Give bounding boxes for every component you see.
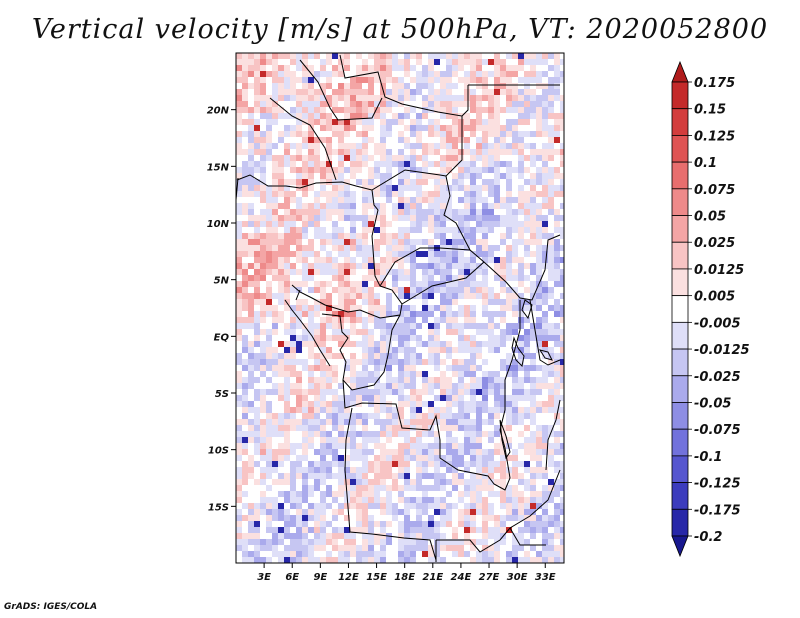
- longitude-axis: 3E 6E 9E 12E 15E 18E 21E 24E 27E 30E 33E: [257, 563, 556, 583]
- lat-tick-label: 5N: [214, 276, 230, 287]
- map-frame: [235, 52, 565, 564]
- colorbar-label: 0.125: [694, 129, 735, 144]
- colorbar-label: 0.1: [694, 156, 717, 171]
- lat-tick-label: 10N: [207, 219, 230, 230]
- lon-tick-label: 27E: [479, 572, 500, 583]
- lat-tick-label: 10S: [208, 446, 229, 457]
- lon-tick-label: 30E: [507, 572, 528, 583]
- lat-tick-label: 15S: [208, 502, 229, 513]
- lon-tick-label: 24E: [451, 572, 472, 583]
- colorbar-label: 0.175: [694, 76, 735, 91]
- lat-tick-label: 20N: [207, 106, 230, 117]
- colorbar-bin: [671, 375, 689, 403]
- lat-tick-label: EQ: [214, 332, 230, 343]
- colorbar-label: -0.025: [694, 370, 741, 385]
- colorbar-bin: [671, 188, 689, 216]
- colorbar-label: -0.1: [694, 450, 722, 465]
- latitude-axis: 20N 15N 10N 5N EQ 5S 10S 15S: [207, 106, 236, 513]
- colorbar-label: -0.0125: [694, 343, 750, 358]
- colorbar-bin: [671, 241, 689, 270]
- colorbar-bin: [671, 108, 689, 136]
- colorbar-label: 0.15: [694, 103, 726, 118]
- colorbar-label: -0.175: [694, 503, 741, 518]
- colorbar-label: -0.2: [694, 530, 722, 545]
- colorbar-bin: [671, 508, 689, 537]
- colorbar-label: -0.05: [694, 396, 731, 411]
- lakes: [499, 299, 553, 460]
- colorbar-bin: [671, 161, 689, 190]
- colorbar-label: -0.005: [694, 316, 741, 331]
- colorbar-bin: [671, 215, 689, 243]
- lon-tick-label: 3E: [257, 572, 271, 583]
- lon-tick-label: 33E: [535, 572, 556, 583]
- colorbar-bin: [671, 268, 689, 297]
- colorbar-label: -0.075: [694, 423, 741, 438]
- colorbar-label: 0.025: [694, 236, 735, 251]
- lon-tick-label: 21E: [422, 572, 443, 583]
- grads-credit: GrADS: IGES/COLA: [4, 602, 98, 612]
- lon-tick-label: 9E: [313, 572, 327, 583]
- lon-tick-label: 12E: [338, 572, 359, 583]
- colorbar: 0.175 0.15 0.125 0.1 0.075 0.05 0.025 0.0125 0.0…: [671, 60, 750, 558]
- colorbar-bin: [671, 135, 689, 163]
- country-borders: [236, 54, 561, 562]
- lon-tick-label: 15E: [366, 572, 387, 583]
- colorbar-bin: [671, 482, 689, 510]
- lat-tick-label: 5S: [215, 389, 229, 400]
- colorbar-label: 0.005: [694, 290, 735, 305]
- lat-tick-label: 15N: [207, 162, 230, 173]
- colorbar-bin: [671, 295, 689, 323]
- lon-tick-label: 6E: [285, 572, 299, 583]
- colorbar-label: 0.0125: [694, 263, 744, 278]
- colorbar-bin: [671, 535, 689, 558]
- colorbar-label: -0.125: [694, 477, 741, 492]
- colorbar-bin: [671, 402, 689, 430]
- colorbar-bin: [671, 60, 689, 83]
- colorbar-label: 0.075: [694, 183, 735, 198]
- lon-tick-label: 18E: [394, 572, 415, 583]
- chart-title: Vertical velocity [m/s] at 500hPa, VT: 2…: [31, 14, 769, 45]
- colorbar-bin: [671, 455, 689, 483]
- colorbar-label: 0.05: [694, 210, 726, 225]
- colorbar-bin: [671, 428, 689, 457]
- colorbar-bin: [671, 348, 689, 377]
- colorbar-bin: [671, 81, 689, 110]
- colorbar-bin: [671, 321, 689, 350]
- velocity-field: [236, 53, 564, 563]
